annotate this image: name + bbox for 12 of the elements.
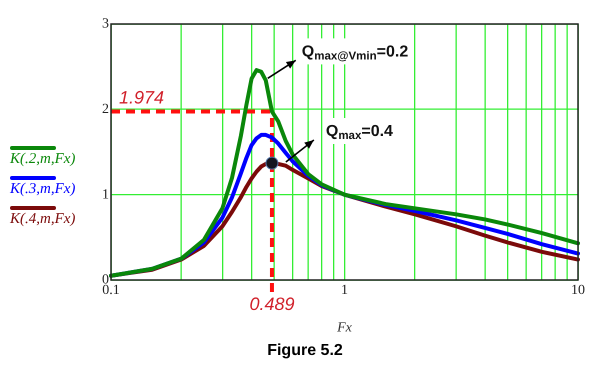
legend-label: K(.3,m,Fx) xyxy=(10,181,76,197)
x-axis-title: Fx xyxy=(336,320,353,336)
caption: Figure 5.2 xyxy=(266,342,344,360)
legend-label: K(.4,m,Fx) xyxy=(10,211,76,227)
annotation: 0.489 xyxy=(249,294,294,314)
annotation: 1.974 xyxy=(119,88,164,108)
y-tick-label: 1 xyxy=(102,187,109,202)
x-tick-label: 1 xyxy=(341,283,348,298)
legend-label: K(.2,m,Fx) xyxy=(10,151,76,167)
y-tick-label: 2 xyxy=(102,102,109,118)
x-tick-label: 10 xyxy=(571,283,585,298)
y-tick-label: 3 xyxy=(102,16,109,32)
